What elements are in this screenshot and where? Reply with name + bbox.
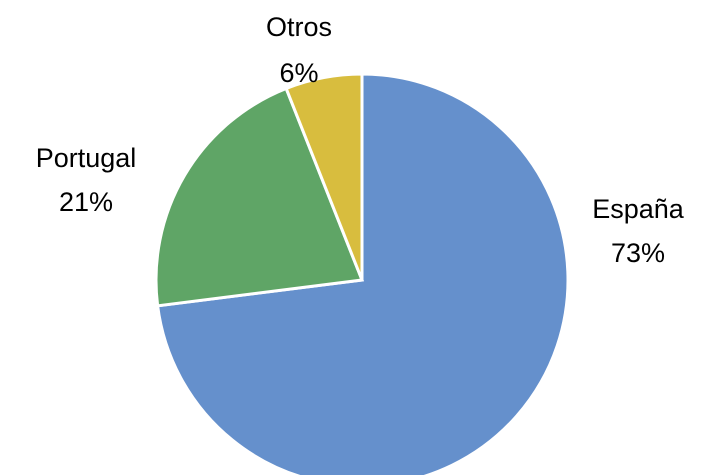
slice-label-value-espana: 73% xyxy=(611,238,665,268)
pie-slice-portugal xyxy=(154,86,365,308)
slice-label-value-otros: 6% xyxy=(279,58,318,88)
pie-slices xyxy=(154,72,570,475)
slice-label-name-espana: España xyxy=(592,194,685,224)
slice-label-name-portugal: Portugal xyxy=(36,143,137,173)
slice-label-value-portugal: 21% xyxy=(59,187,113,217)
pie-slice-otros xyxy=(284,72,364,281)
slice-label-name-otros: Otros xyxy=(266,12,332,42)
